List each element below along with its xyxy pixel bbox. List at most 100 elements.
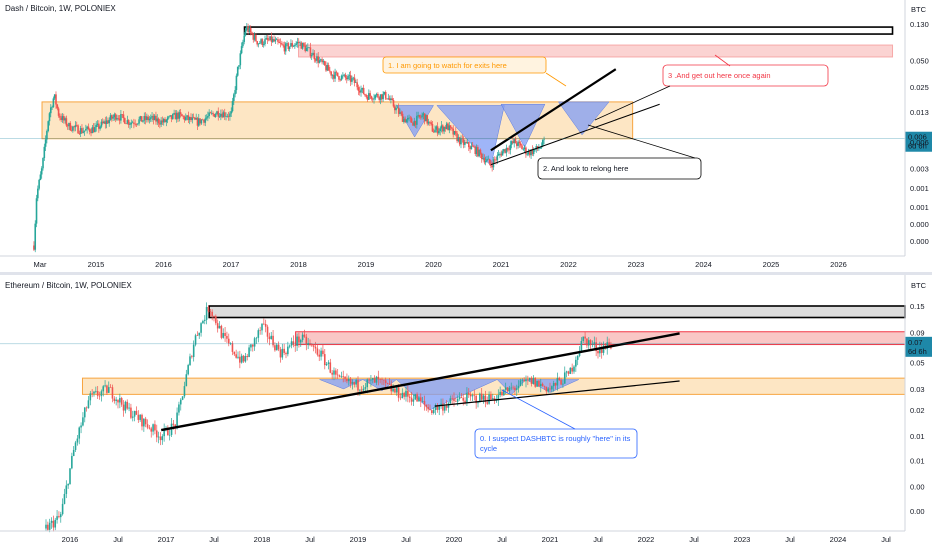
candle-body <box>48 113 51 122</box>
candle-body <box>273 39 275 42</box>
candle-body <box>381 379 383 380</box>
candle-body <box>52 98 55 107</box>
candle-body <box>395 107 397 111</box>
candle-body <box>292 341 295 345</box>
y-tick-label: 0.05 <box>910 359 925 368</box>
candle-body <box>308 47 310 49</box>
y-tick-label: 0.00 <box>910 507 925 516</box>
x-tick-label: Jul <box>401 535 411 544</box>
candle-body <box>545 386 548 392</box>
candle-body <box>410 397 413 402</box>
candle-body <box>576 355 579 360</box>
candle-body <box>68 123 70 127</box>
candle-body <box>270 36 273 42</box>
candle-body <box>133 122 135 124</box>
note-getout-box[interactable] <box>662 64 829 87</box>
candle-body <box>473 395 476 396</box>
candle-body <box>499 391 501 396</box>
candle-body <box>66 125 69 127</box>
last-price-tag <box>905 131 932 152</box>
candle-body <box>135 410 138 415</box>
candle-body <box>252 34 255 40</box>
candle-body <box>395 387 398 393</box>
candle-body <box>532 149 535 155</box>
candle-body <box>263 323 265 325</box>
candle-body <box>305 48 308 52</box>
candle-body <box>154 424 156 431</box>
candle-body <box>347 378 350 382</box>
eth-btc-panel[interactable]: 0.07 6d 6h 0. I suspect DASHBTC is roughly… <box>0 275 932 550</box>
candle-body <box>134 123 136 125</box>
candle-body <box>282 44 284 46</box>
candle-body <box>182 116 185 117</box>
candle-body <box>348 75 351 76</box>
candle-body <box>432 410 435 413</box>
x-tick-label: Mar <box>34 260 47 269</box>
candle-body <box>339 79 342 81</box>
candle-body <box>543 139 545 141</box>
candle-body <box>105 120 108 124</box>
candle-body <box>296 336 298 346</box>
candle-body <box>335 71 338 73</box>
candle-body <box>157 436 160 438</box>
candle-body <box>573 366 575 372</box>
candle-body <box>404 118 406 123</box>
candle-body <box>436 405 439 410</box>
dash-btc-panel[interactable]: 0.006 6d 6h 1. I am going to watch for exi… <box>0 0 932 272</box>
candle-body <box>96 391 99 396</box>
note-getout-text: 3 .And get out here once again <box>668 71 771 80</box>
candle-body <box>401 392 404 399</box>
candle-body <box>466 392 468 404</box>
candle-body <box>567 371 570 374</box>
candle-body <box>227 115 230 117</box>
candle-body <box>321 59 323 63</box>
candle-body <box>117 118 120 119</box>
candle-body <box>436 126 439 134</box>
candle-body <box>151 115 153 118</box>
candle-body <box>312 345 315 347</box>
candle-body <box>107 387 110 393</box>
candle-body <box>479 393 481 403</box>
candle-body <box>213 315 215 317</box>
candle-body <box>244 356 247 362</box>
candle-body <box>124 401 127 411</box>
candle-body <box>93 391 95 394</box>
candle-body <box>311 344 313 346</box>
candle-body <box>148 118 151 121</box>
candle-body <box>371 98 374 100</box>
candle-body <box>356 82 358 88</box>
candle-body <box>230 111 233 114</box>
candle-body <box>226 335 228 339</box>
candle-body <box>204 118 207 123</box>
candle-body <box>362 87 365 95</box>
candle-body <box>379 379 381 380</box>
candle-body <box>497 395 500 401</box>
long-trend-line <box>160 332 680 432</box>
candle-body <box>50 520 53 523</box>
candle-body <box>584 336 586 339</box>
candle-body <box>257 43 260 45</box>
dash-chart-title: Dash / Bitcoin, 1W, POLONIEX <box>5 4 116 13</box>
candle-body <box>432 131 435 133</box>
note-exits-box[interactable] <box>382 56 547 74</box>
candle-body <box>301 43 304 49</box>
candle-body <box>144 418 147 425</box>
candle-body <box>268 39 270 41</box>
candle-body <box>139 414 141 420</box>
candle-body <box>378 97 381 100</box>
candle-body <box>360 389 363 391</box>
note-relong-box[interactable] <box>537 157 702 180</box>
note-cycle-box[interactable] <box>474 428 638 459</box>
candle-body <box>248 27 251 32</box>
candle-body <box>220 325 223 338</box>
candle-body <box>295 43 297 46</box>
candle-body <box>490 394 492 400</box>
candle-body <box>504 149 506 153</box>
candle-body <box>336 72 339 77</box>
candle-body <box>391 98 393 101</box>
panel-divider[interactable] <box>0 272 932 275</box>
candle-body <box>455 401 457 402</box>
candle-body <box>483 158 486 163</box>
